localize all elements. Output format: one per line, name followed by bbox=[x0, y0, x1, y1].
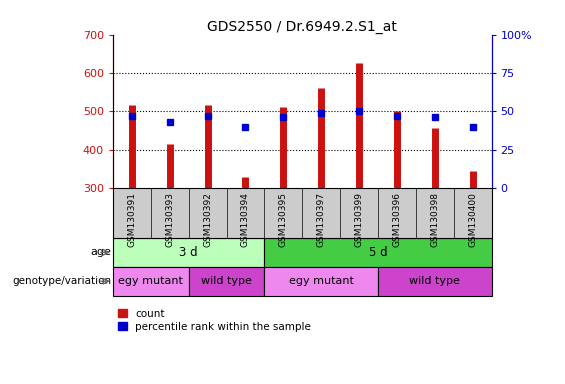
Text: GSM130393: GSM130393 bbox=[166, 192, 174, 247]
Bar bbox=[113, 238, 264, 267]
Text: wild type: wild type bbox=[201, 276, 252, 286]
Text: GSM130394: GSM130394 bbox=[241, 192, 250, 247]
Bar bbox=[264, 267, 378, 296]
Text: egy mutant: egy mutant bbox=[289, 276, 354, 286]
Text: GSM130397: GSM130397 bbox=[317, 192, 325, 247]
Legend: count, percentile rank within the sample: count, percentile rank within the sample bbox=[118, 309, 311, 332]
Text: GSM130399: GSM130399 bbox=[355, 192, 363, 247]
Bar bbox=[113, 267, 189, 296]
Bar bbox=[264, 238, 492, 267]
Text: genotype/variation: genotype/variation bbox=[12, 276, 111, 286]
Title: GDS2550 / Dr.6949.2.S1_at: GDS2550 / Dr.6949.2.S1_at bbox=[207, 20, 397, 33]
Text: GSM130395: GSM130395 bbox=[279, 192, 288, 247]
Text: 5 d: 5 d bbox=[369, 246, 387, 259]
Bar bbox=[378, 267, 492, 296]
Bar bbox=[189, 267, 264, 296]
Text: egy mutant: egy mutant bbox=[119, 276, 183, 286]
Text: 3 d: 3 d bbox=[180, 246, 198, 259]
Text: GSM130391: GSM130391 bbox=[128, 192, 136, 247]
Text: GSM130398: GSM130398 bbox=[431, 192, 439, 247]
Text: wild type: wild type bbox=[409, 276, 460, 286]
Text: GSM130400: GSM130400 bbox=[468, 192, 477, 247]
Text: GSM130392: GSM130392 bbox=[203, 192, 212, 247]
Text: GSM130396: GSM130396 bbox=[393, 192, 401, 247]
Text: age: age bbox=[90, 247, 111, 257]
